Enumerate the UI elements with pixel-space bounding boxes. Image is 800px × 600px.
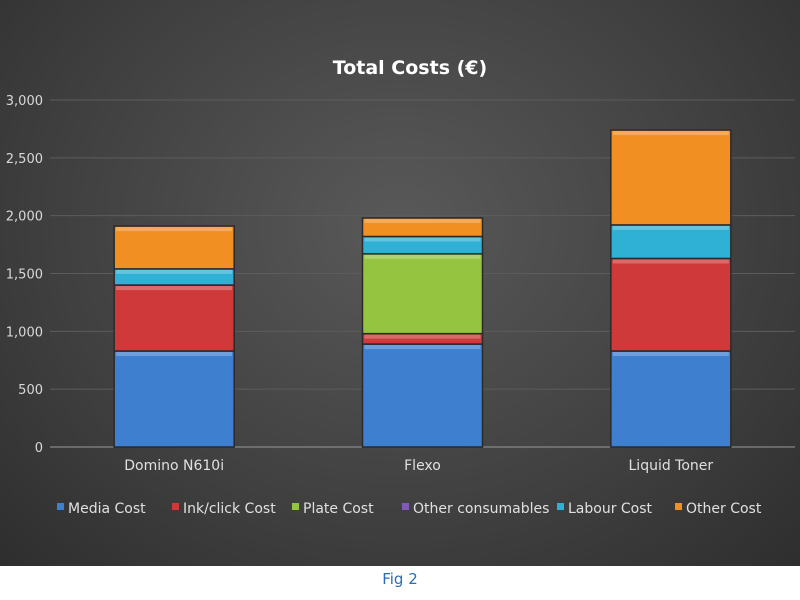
bar-highlight	[116, 286, 233, 291]
legend-swatch	[292, 503, 299, 510]
bar-segment	[361, 217, 484, 238]
legend-label: Labour Cost	[568, 501, 653, 517]
x-category-label: Liquid Toner	[629, 458, 714, 474]
bar-segment	[113, 284, 235, 352]
legend-swatch	[675, 503, 682, 510]
bar-highlight	[364, 334, 481, 339]
bar-highlight	[116, 351, 233, 356]
bar-highlight	[364, 254, 481, 259]
legend-label: Plate Cost	[303, 501, 374, 517]
legend-label: Other consumables	[413, 501, 549, 517]
legend-swatch	[557, 503, 564, 510]
bar-segment	[113, 225, 235, 270]
bar-segment	[610, 257, 732, 352]
legend-swatch	[57, 503, 64, 510]
legend-swatch	[172, 503, 179, 510]
y-tick-label: 0	[35, 441, 43, 456]
bar-highlight	[364, 345, 481, 350]
y-tick-label: 2,000	[6, 210, 43, 225]
bar-segment	[361, 343, 484, 448]
chart-title: Total Costs (€)	[333, 57, 487, 79]
bar-highlight	[612, 259, 729, 264]
figure-caption: Fig 2	[382, 570, 418, 588]
legend-swatch	[402, 503, 409, 510]
bar-segment	[361, 253, 484, 335]
y-tick-label: 500	[18, 383, 43, 398]
bar-highlight	[364, 218, 481, 223]
stacked-bar-chart: Total Costs (€) 0 500 1,000 1,500 2,000 2,500…	[5, 57, 795, 517]
y-tick-label: 3,000	[6, 94, 43, 109]
bar-highlight	[612, 351, 729, 356]
legend-label: Other Cost	[686, 501, 762, 517]
bar-highlight	[612, 131, 729, 136]
bar-segment	[610, 129, 732, 226]
bar-highlight	[612, 225, 729, 230]
bar-segment	[113, 350, 235, 448]
bar-segment	[610, 224, 732, 260]
legend-label: Media Cost	[68, 501, 146, 517]
y-tick-label: 1,000	[6, 325, 43, 340]
y-tick-label: 1,500	[6, 268, 43, 283]
legend-label: Ink/click Cost	[183, 501, 276, 517]
chart-area: Total Costs (€) 0 500 1,000 1,500 2,000 2,500…	[0, 0, 800, 566]
bar-highlight	[364, 237, 481, 242]
bar-highlight	[116, 227, 233, 232]
x-category-label: Domino N610i	[124, 458, 224, 474]
y-tick-label: 2,500	[6, 152, 43, 167]
bar-highlight	[116, 269, 233, 274]
x-category-label: Flexo	[404, 458, 441, 474]
bar-segment	[610, 350, 732, 448]
